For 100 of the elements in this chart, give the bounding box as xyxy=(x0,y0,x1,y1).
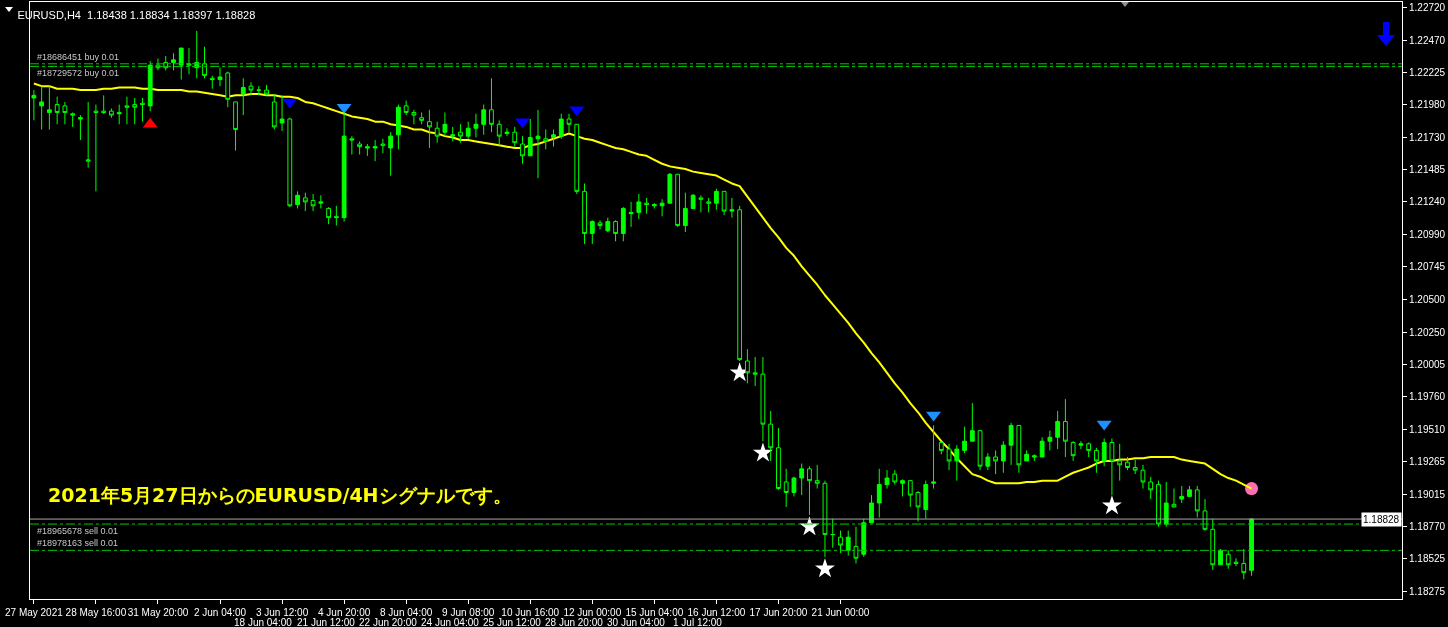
x-tick-label: 15 Jun 04:00 xyxy=(625,607,684,618)
y-tick-label: 1.20500 xyxy=(1409,293,1446,305)
candlestick xyxy=(186,47,192,75)
candlestick xyxy=(140,97,145,123)
y-tick-label: 1.21485 xyxy=(1409,164,1446,176)
candlestick xyxy=(721,190,727,216)
x-tick-label: 3 Jun 12:00 xyxy=(255,607,309,618)
candlestick xyxy=(1179,485,1185,504)
candlestick xyxy=(54,96,60,125)
candlestick xyxy=(760,356,766,442)
x-tick-label: 27 May 2021 xyxy=(4,607,64,618)
x-tick-label: 10 Jun 16:00 xyxy=(501,607,560,618)
y-tick-label: 1.19760 xyxy=(1409,390,1446,402)
candlestick xyxy=(109,108,114,119)
candlestick xyxy=(217,67,223,87)
candlestick xyxy=(403,100,409,116)
candlestick xyxy=(892,469,898,486)
ref-line-label: #18965678 sell 0.01 xyxy=(37,526,119,536)
candlestick xyxy=(326,206,331,225)
candlestick xyxy=(287,117,293,208)
ref-line-label: #18686451 buy 0.01 xyxy=(37,52,120,62)
text: 1 Jul 12:00 xyxy=(673,617,723,627)
candlestick xyxy=(279,94,285,132)
candlestick xyxy=(1016,424,1022,474)
candlestick xyxy=(977,430,983,471)
y-tick-label: 1.21240 xyxy=(1409,196,1446,208)
candlestick xyxy=(962,426,967,454)
candlestick xyxy=(535,109,541,179)
candlestick xyxy=(706,197,712,213)
candlestick xyxy=(85,101,91,169)
candlestick xyxy=(1109,438,1115,496)
candlestick xyxy=(1078,440,1084,450)
candlestick xyxy=(1132,459,1138,475)
ref-line-label: 1.18828 xyxy=(1363,514,1400,525)
candlestick xyxy=(830,518,836,549)
candlestick xyxy=(473,113,479,138)
x-tick-label: 21 Jun 00:00 xyxy=(811,607,870,618)
candlestick xyxy=(380,138,386,154)
candlestick xyxy=(1194,485,1200,518)
candlestick xyxy=(333,205,339,227)
candlestick xyxy=(434,121,440,144)
candlestick xyxy=(310,193,316,212)
candlestick xyxy=(1039,436,1045,458)
candlestick xyxy=(900,478,905,497)
candlestick xyxy=(791,476,797,497)
text: 22 Jun 20:00 xyxy=(359,617,418,627)
candlestick xyxy=(1047,430,1053,451)
candlestick xyxy=(1187,485,1192,497)
ref-line-label: #18978163 sell 0.01 xyxy=(37,538,119,548)
candlestick xyxy=(675,173,681,228)
candlestick xyxy=(993,449,998,475)
candlestick xyxy=(605,217,611,233)
candlestick xyxy=(1225,549,1231,570)
candlestick xyxy=(1140,464,1146,490)
candlestick xyxy=(690,193,696,209)
candlestick xyxy=(132,97,138,125)
x-tick-label: 12 Jun 00:00 xyxy=(563,607,622,618)
candlestick xyxy=(620,206,626,242)
candlestick xyxy=(923,480,929,520)
candlestick xyxy=(256,85,262,96)
candlestick xyxy=(78,114,83,141)
candlestick xyxy=(302,192,308,212)
candlestick xyxy=(822,480,828,558)
candlestick xyxy=(396,104,401,150)
candlestick xyxy=(1249,517,1254,577)
candlestick xyxy=(551,129,556,148)
candlestick xyxy=(752,356,758,387)
text: 21 Jun 12:00 xyxy=(297,617,356,627)
candlestick xyxy=(70,111,76,128)
candlestick xyxy=(116,104,122,125)
y-tick-label: 1.20990 xyxy=(1409,229,1446,241)
x-tick-label: 16 Jun 12:00 xyxy=(687,607,746,618)
y-tick-label: 1.20250 xyxy=(1409,326,1446,338)
candlestick xyxy=(713,188,719,211)
candlestick xyxy=(745,348,750,384)
candlestick xyxy=(225,71,231,108)
candlestick xyxy=(481,104,487,136)
candlestick xyxy=(969,402,975,442)
candlestick xyxy=(682,192,688,233)
candlestick xyxy=(372,139,378,162)
candlestick xyxy=(527,118,533,157)
y-tick-label: 1.22720 xyxy=(1409,1,1446,13)
candlestick xyxy=(101,94,107,115)
candlestick xyxy=(729,197,735,219)
y-tick-label: 1.21730 xyxy=(1409,131,1446,143)
candlestick xyxy=(512,126,518,148)
candlestick xyxy=(1031,453,1037,462)
candlestick xyxy=(62,101,68,125)
candlestick xyxy=(651,202,657,209)
candlestick xyxy=(869,494,874,524)
text: 28 Jun 20:00 xyxy=(545,617,604,627)
annotation: 2021年5月27日からのEURUSD/4Hシグナルです。 xyxy=(48,484,512,506)
point xyxy=(814,558,835,578)
ref-line-label: #18729572 buy 0.01 xyxy=(37,68,120,78)
candlestick xyxy=(613,219,618,242)
candlestick xyxy=(985,452,991,471)
candlestick xyxy=(628,201,634,228)
candlestick xyxy=(93,104,99,192)
candlestick xyxy=(1117,443,1123,482)
candlestick xyxy=(776,427,781,491)
